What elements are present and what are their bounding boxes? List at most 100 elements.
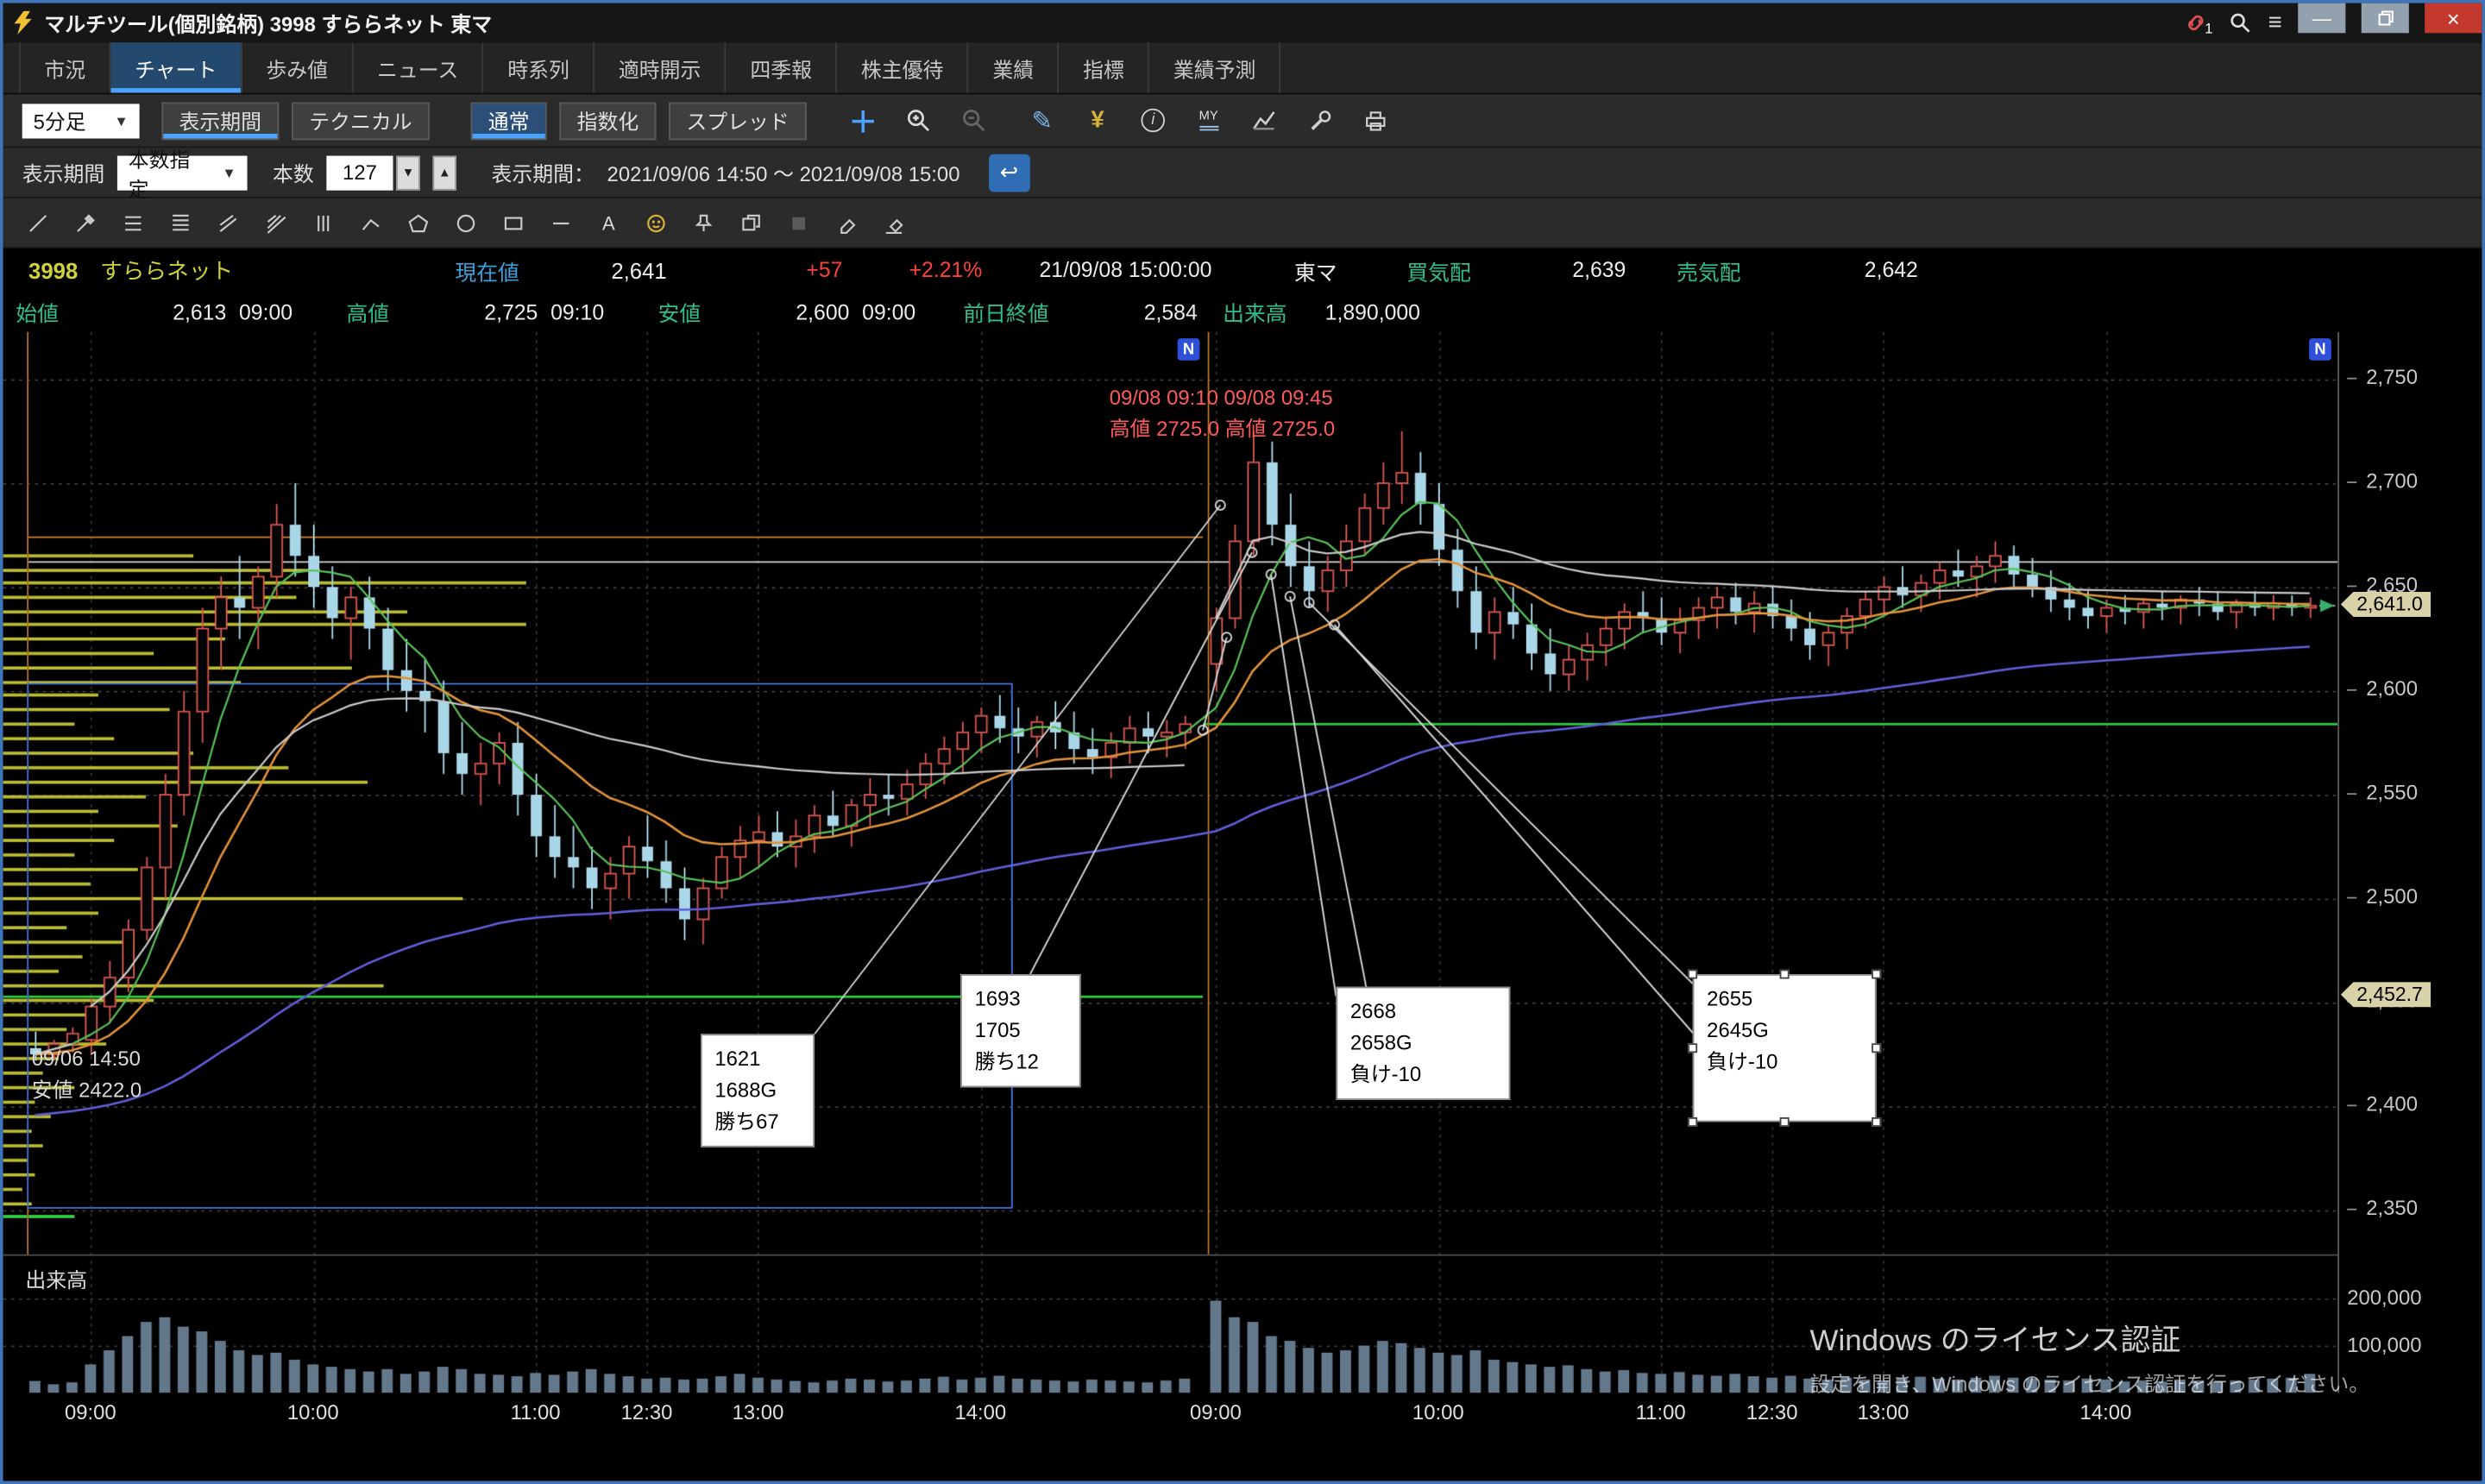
print-icon[interactable] xyxy=(1354,102,1397,140)
tab-3[interactable]: ニュース xyxy=(353,42,484,93)
period-mode-value: 本数指定 xyxy=(128,147,191,201)
icon-stamp-tool-icon[interactable] xyxy=(634,202,677,242)
undo-icon[interactable]: ↩ xyxy=(988,153,1030,192)
tab-4[interactable]: 時系列 xyxy=(484,42,595,93)
resize-handle[interactable] xyxy=(1688,969,1698,979)
news-marker-1[interactable]: N xyxy=(1177,338,1200,361)
window-title: マルチツール(個別銘柄) 3998 すららネット 東マ xyxy=(44,12,493,36)
chart-style-icon[interactable] xyxy=(1242,102,1286,140)
minimize-button[interactable]: — xyxy=(2298,3,2346,34)
tab-8[interactable]: 業績 xyxy=(969,42,1060,93)
eraser-tool-icon[interactable] xyxy=(824,202,867,242)
time-axis[interactable]: 09:00 10:00 11:00 12:30 13:00 14:00 09:00 10:00… xyxy=(3,1393,2341,1434)
tab-1[interactable]: チャート xyxy=(110,42,242,93)
tab-7[interactable]: 株主優待 xyxy=(837,42,969,93)
bar-count-input[interactable] xyxy=(326,154,393,190)
parallel-lines-tool-icon[interactable] xyxy=(206,202,249,242)
v-lines-tool-icon[interactable] xyxy=(301,202,344,242)
technical-button[interactable]: テクニカル xyxy=(291,101,430,140)
h-lines-3-tool-icon[interactable] xyxy=(111,202,154,242)
count-step-up-icon[interactable]: ▲ xyxy=(432,154,457,190)
trade-note-4[interactable]: 2655 2645G 負け-10 xyxy=(1688,969,1882,1127)
rectangle-tool-icon[interactable] xyxy=(491,202,534,242)
trade-note-1[interactable]: 1621 1688G 勝ち67 xyxy=(700,1034,815,1148)
chevron-down-icon: ▼ xyxy=(222,164,236,180)
resize-handle[interactable] xyxy=(1779,969,1790,979)
current-price-tag: 2,641.0 xyxy=(2340,591,2432,617)
normal-mode-button[interactable]: 通常 xyxy=(470,101,547,140)
yen-icon[interactable]: ¥ xyxy=(1076,102,1119,140)
angle-line-tool-icon[interactable] xyxy=(349,202,392,242)
h-lines-4-tool-icon[interactable] xyxy=(159,202,202,242)
time-tick: 13:00 xyxy=(1857,1400,1909,1424)
resize-handle[interactable] xyxy=(1688,1043,1698,1053)
resize-handle[interactable] xyxy=(1872,1043,1882,1053)
trade-note-2[interactable]: 1693 1705 勝ち12 xyxy=(960,974,1081,1089)
news-marker-2[interactable]: N xyxy=(2309,338,2331,361)
volume-pane-label: 出来高 xyxy=(25,1268,88,1292)
stamp-tool-icon[interactable] xyxy=(777,202,820,242)
duplicate-tool-icon[interactable] xyxy=(729,202,772,242)
crosshair-plus-icon[interactable]: ＋ xyxy=(841,102,884,140)
settings-wrench-icon[interactable] xyxy=(1298,102,1341,140)
resize-handle[interactable] xyxy=(1688,1117,1698,1127)
time-tick: 11:00 xyxy=(510,1400,561,1424)
search-icon[interactable] xyxy=(2229,3,2253,43)
hatch-lines-tool-icon[interactable] xyxy=(254,202,297,242)
text-tool-icon[interactable]: A xyxy=(587,202,630,242)
count-label: 本数 xyxy=(272,161,314,186)
my-indicator-icon[interactable]: MY xyxy=(1187,102,1230,140)
ellipse-tool-icon[interactable] xyxy=(444,202,487,242)
display-period-button[interactable]: 表示期間 xyxy=(161,101,280,140)
pentagon-tool-icon[interactable] xyxy=(396,202,439,242)
tab-0[interactable]: 市況 xyxy=(19,42,111,93)
period-mode-select[interactable]: 本数指定 ▼ xyxy=(116,148,248,201)
tab-9[interactable]: 指標 xyxy=(1060,42,1150,93)
current-price-label: 現在値 xyxy=(455,260,519,285)
volume-tick: 200,000 xyxy=(2347,1286,2422,1310)
h-segment-tool-icon[interactable] xyxy=(538,202,582,242)
price-axis[interactable]: 2,641.0 2,452.7 2,750 2,700 2,650 2,600 2,55… xyxy=(2337,331,2482,1393)
stock-name: すららネット xyxy=(100,257,234,283)
menu-icon[interactable]: ≡ xyxy=(2268,9,2282,36)
trade-note-3[interactable]: 2668 2658G 負け-10 xyxy=(1336,986,1511,1101)
close-button[interactable]: × xyxy=(2425,3,2482,34)
period-label: 表示期間 xyxy=(22,161,105,186)
pencil-tool-icon[interactable] xyxy=(63,202,106,242)
quote-datetime: 21/09/08 15:00:00 xyxy=(1039,258,1212,282)
info-icon[interactable]: i xyxy=(1132,102,1175,140)
price-tick: 2,700 xyxy=(2347,469,2418,493)
pin-tool-icon[interactable] xyxy=(682,202,725,242)
time-tick: 10:00 xyxy=(286,1400,339,1424)
time-tick: 10:00 xyxy=(1412,1400,1464,1424)
price-chart-canvas[interactable] xyxy=(3,331,2341,1393)
tab-2[interactable]: 歩み値 xyxy=(242,42,354,93)
high-value: 2,725 xyxy=(484,299,538,324)
price-tick: 2,550 xyxy=(2347,781,2418,804)
resize-handle[interactable] xyxy=(1872,1117,1882,1127)
time-tick: 13:00 xyxy=(732,1400,784,1424)
spread-mode-button[interactable]: スプレッド xyxy=(669,101,808,140)
zoom-out-icon[interactable] xyxy=(953,102,996,140)
clear-all-tool-icon[interactable] xyxy=(871,202,915,242)
tab-10[interactable]: 業績予測 xyxy=(1149,42,1281,93)
timeframe-select[interactable]: 5分足 ▼ xyxy=(22,103,140,138)
high-annotation: 09/08 09:10 09/08 09:45 高値 2725.0 高値 272… xyxy=(1109,385,1336,440)
high-time: 09:10 xyxy=(550,299,605,324)
count-dropdown-icon[interactable]: ▼ xyxy=(396,154,420,190)
windows-activation-watermark: Windows のライセンス認証 設定を開き、Windows のライセンス認証を… xyxy=(1809,1324,2370,1396)
bid-value: 2,639 xyxy=(1572,258,1626,282)
zoom-in-icon[interactable] xyxy=(897,102,941,140)
maximize-button[interactable] xyxy=(2361,3,2409,34)
resize-handle[interactable] xyxy=(1872,969,1882,979)
link-icon[interactable]: 1 xyxy=(2184,3,2213,43)
tab-6[interactable]: 四季報 xyxy=(727,42,838,93)
chevron-down-icon: ▼ xyxy=(114,112,129,129)
trend-line-tool-icon[interactable] xyxy=(16,202,59,242)
price-tick: 2,400 xyxy=(2347,1092,2418,1116)
resize-handle[interactable] xyxy=(1779,1117,1790,1127)
tab-5[interactable]: 適時開示 xyxy=(595,42,727,93)
draw-pen-icon[interactable]: ✎ xyxy=(1021,102,1064,140)
indexed-mode-button[interactable]: 指数化 xyxy=(559,101,657,140)
